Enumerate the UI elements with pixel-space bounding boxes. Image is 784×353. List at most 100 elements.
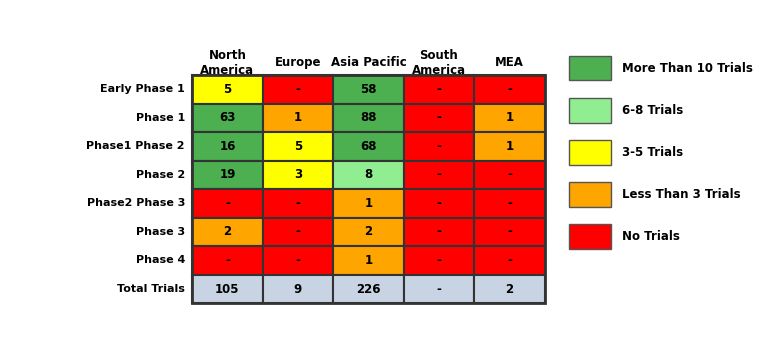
Bar: [474, 132, 545, 161]
Text: 5: 5: [223, 83, 231, 96]
Text: 1: 1: [365, 254, 372, 267]
Text: Phase 3: Phase 3: [136, 227, 185, 237]
Text: 63: 63: [220, 111, 236, 124]
Text: 2: 2: [223, 226, 231, 238]
Text: -: -: [225, 197, 230, 210]
Bar: [404, 218, 474, 246]
Bar: [569, 225, 612, 249]
Text: 1: 1: [505, 111, 514, 124]
Bar: [333, 132, 404, 161]
Bar: [404, 161, 474, 189]
Text: 3: 3: [294, 168, 302, 181]
Bar: [333, 161, 404, 189]
Bar: [263, 103, 333, 132]
Bar: [569, 98, 612, 122]
Text: Phase2 Phase 3: Phase2 Phase 3: [86, 198, 185, 208]
Text: 58: 58: [360, 83, 376, 96]
Bar: [404, 103, 474, 132]
Bar: [333, 218, 404, 246]
Bar: [569, 56, 612, 80]
Bar: [474, 75, 545, 103]
Bar: [192, 75, 263, 103]
Bar: [474, 161, 545, 189]
Bar: [474, 275, 545, 303]
Bar: [192, 218, 263, 246]
Bar: [474, 218, 545, 246]
Text: -: -: [296, 197, 300, 210]
Text: Early Phase 1: Early Phase 1: [100, 84, 185, 94]
Bar: [263, 275, 333, 303]
Text: -: -: [437, 254, 441, 267]
Text: -: -: [507, 254, 512, 267]
Bar: [333, 275, 404, 303]
Text: Europe: Europe: [274, 56, 321, 69]
Bar: [333, 189, 404, 218]
Bar: [333, 103, 404, 132]
Bar: [192, 189, 263, 218]
Text: -: -: [507, 83, 512, 96]
Text: -: -: [437, 168, 441, 181]
Text: Asia Pacific: Asia Pacific: [331, 56, 406, 69]
Text: 8: 8: [365, 168, 372, 181]
Text: Phase 1: Phase 1: [136, 113, 185, 123]
Text: More Than 10 Trials: More Than 10 Trials: [622, 62, 753, 75]
Bar: [404, 132, 474, 161]
Text: -: -: [296, 254, 300, 267]
Bar: [192, 275, 263, 303]
Bar: [333, 75, 404, 103]
Text: -: -: [437, 282, 441, 295]
Text: Total Trials: Total Trials: [117, 284, 185, 294]
Text: Phase 2: Phase 2: [136, 170, 185, 180]
Text: 88: 88: [360, 111, 376, 124]
Text: -: -: [437, 226, 441, 238]
Text: -: -: [296, 83, 300, 96]
Bar: [333, 246, 404, 275]
Bar: [192, 246, 263, 275]
Text: North
America: North America: [201, 49, 255, 77]
Bar: [569, 140, 612, 164]
Text: -: -: [507, 226, 512, 238]
Bar: [474, 103, 545, 132]
Bar: [263, 132, 333, 161]
Bar: [263, 246, 333, 275]
Text: -: -: [437, 111, 441, 124]
Text: 6-8 Trials: 6-8 Trials: [622, 104, 684, 117]
Text: -: -: [507, 168, 512, 181]
Text: Phase 4: Phase 4: [136, 256, 185, 265]
Text: 3-5 Trials: 3-5 Trials: [622, 146, 684, 159]
Bar: [192, 161, 263, 189]
Text: 5: 5: [294, 140, 302, 153]
Text: 226: 226: [356, 282, 381, 295]
Bar: [192, 103, 263, 132]
Text: 16: 16: [220, 140, 236, 153]
Bar: [569, 183, 612, 207]
Text: South
America: South America: [412, 49, 466, 77]
Text: 105: 105: [215, 282, 240, 295]
Bar: [192, 132, 263, 161]
Bar: [404, 75, 474, 103]
Bar: [263, 189, 333, 218]
Text: 9: 9: [294, 282, 302, 295]
Text: 19: 19: [220, 168, 236, 181]
Text: MEA: MEA: [495, 56, 524, 69]
Text: Phase1 Phase 2: Phase1 Phase 2: [86, 141, 185, 151]
Bar: [474, 246, 545, 275]
Text: 1: 1: [505, 140, 514, 153]
Bar: [263, 75, 333, 103]
Text: 2: 2: [365, 226, 372, 238]
Bar: [404, 189, 474, 218]
Text: -: -: [507, 197, 512, 210]
Text: -: -: [437, 140, 441, 153]
Bar: [404, 275, 474, 303]
Text: -: -: [437, 197, 441, 210]
Text: Less Than 3 Trials: Less Than 3 Trials: [622, 188, 741, 201]
Text: 1: 1: [365, 197, 372, 210]
Text: 1: 1: [294, 111, 302, 124]
Bar: [404, 246, 474, 275]
Text: -: -: [225, 254, 230, 267]
Text: 68: 68: [360, 140, 376, 153]
Bar: [263, 161, 333, 189]
Bar: [192, 75, 545, 303]
Text: 2: 2: [505, 282, 514, 295]
Text: -: -: [437, 83, 441, 96]
